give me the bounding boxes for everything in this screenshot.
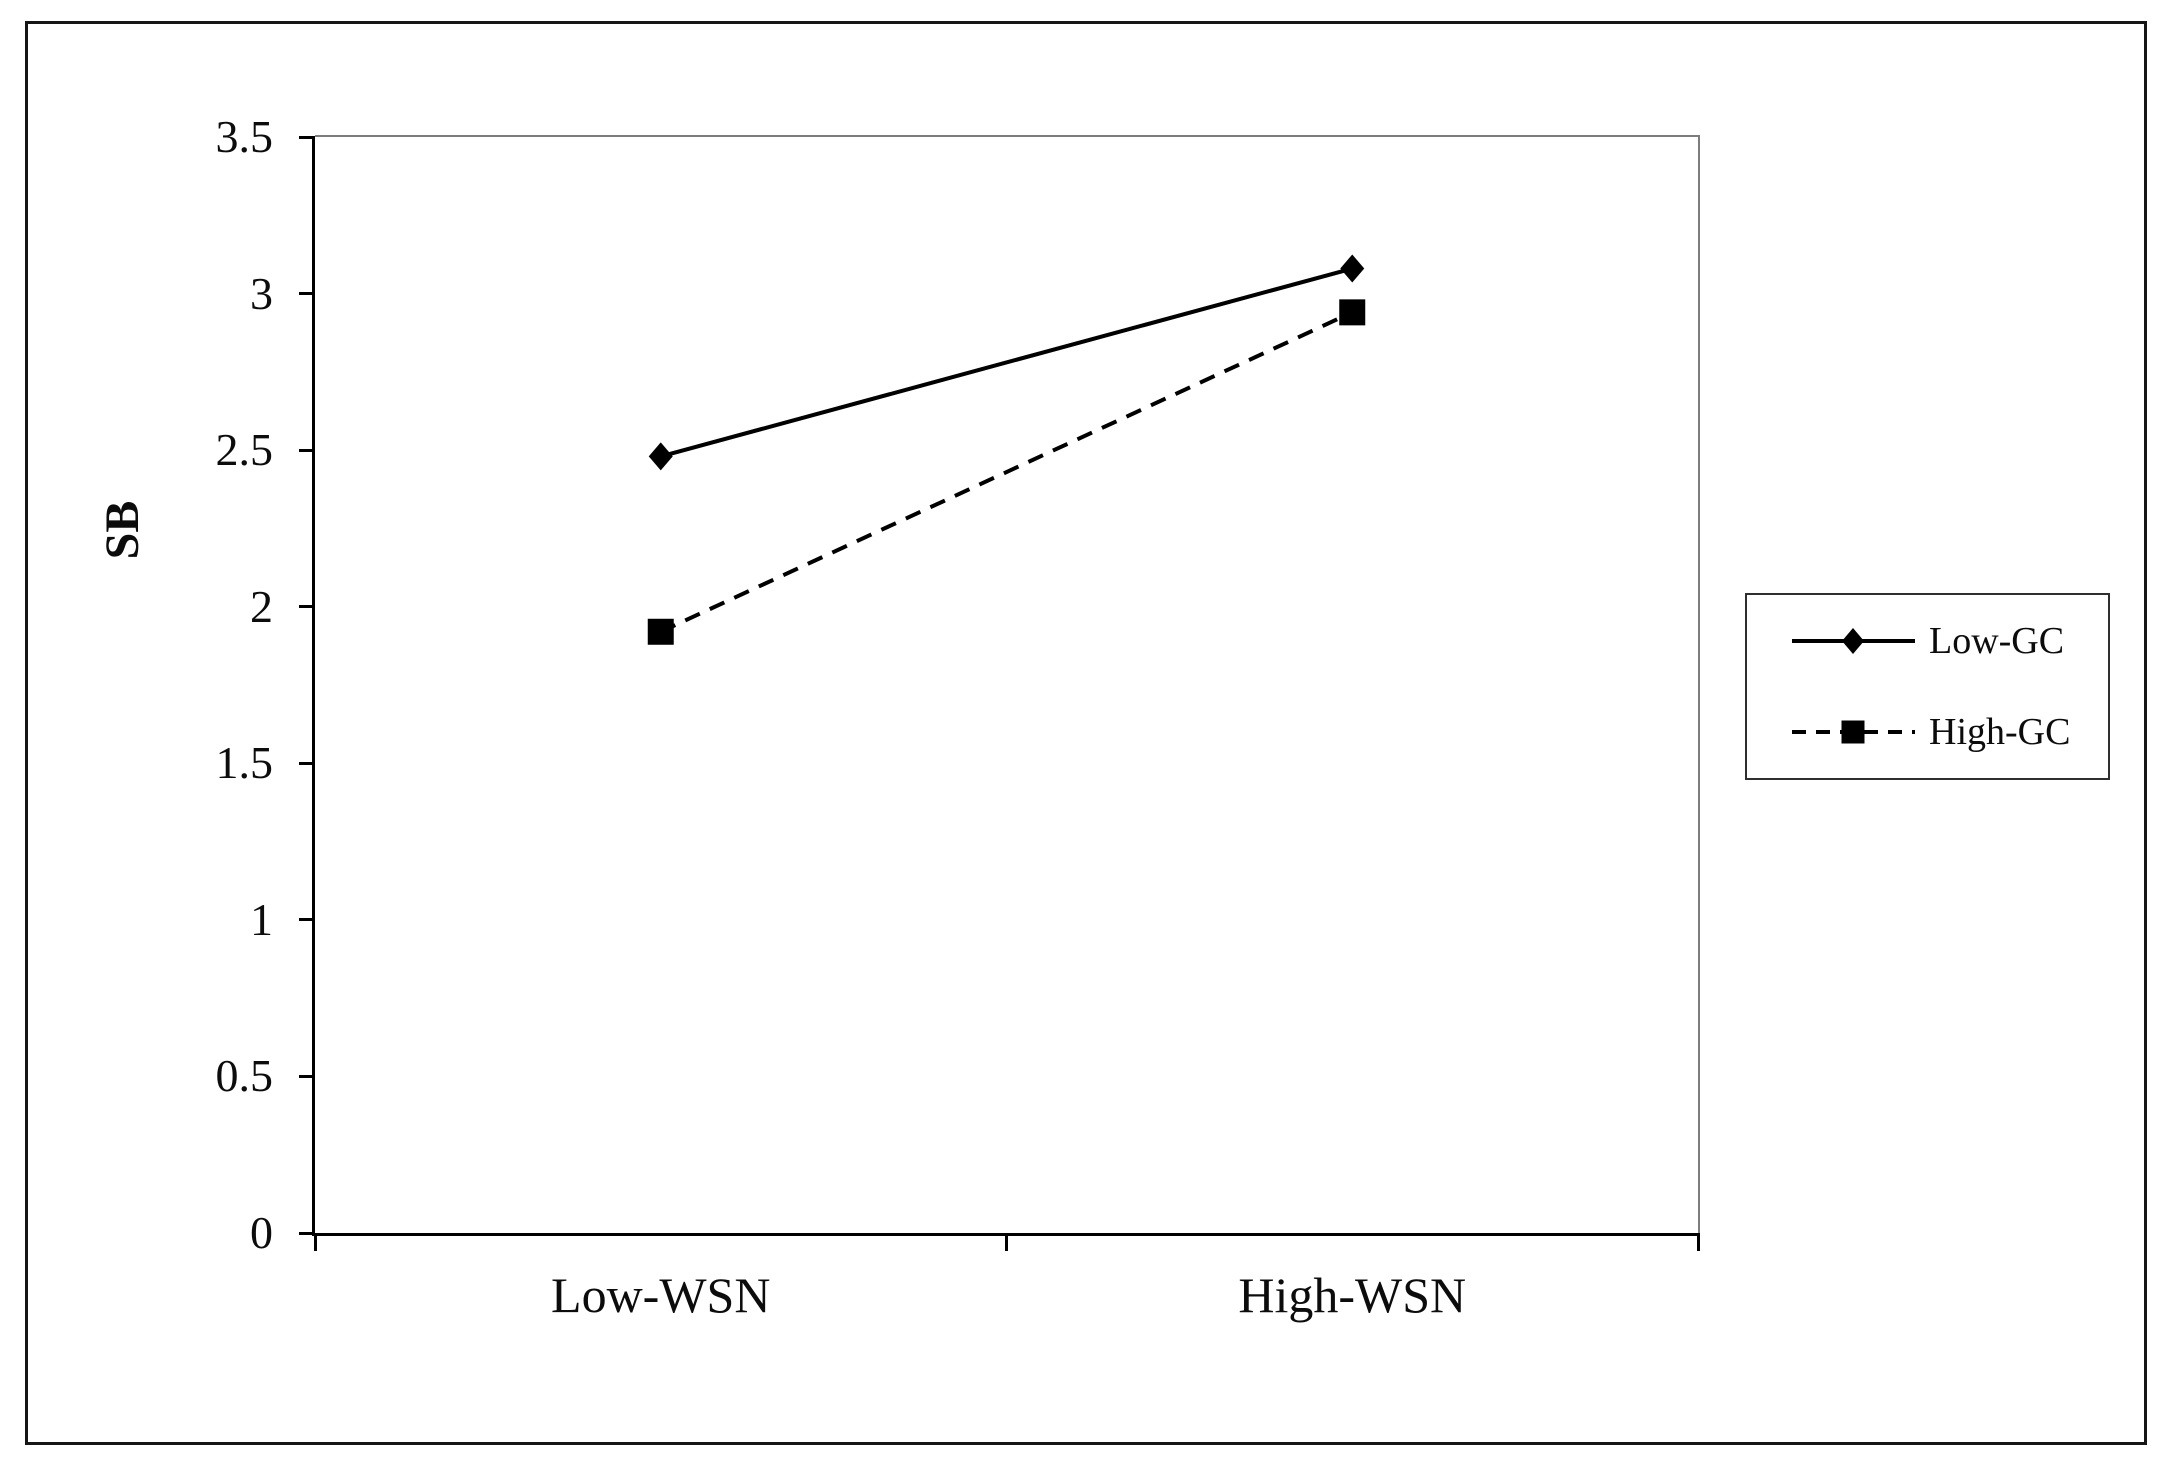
- y-axis-title: SB: [95, 500, 149, 560]
- plot-frame-right: [1698, 135, 1700, 1247]
- x-category-label: High-WSN: [1238, 1267, 1467, 1323]
- series-line-high-gc: [659, 310, 1354, 634]
- diamond-marker: [1340, 254, 1365, 283]
- plot-frame-top: [315, 135, 1700, 137]
- y-tick-mark: [299, 135, 315, 139]
- y-tick-label: 2.5: [215, 424, 274, 476]
- legend-key-diamond: [1792, 627, 1915, 654]
- x-tick-mark: [1696, 1233, 1700, 1251]
- y-tick-label: 1.5: [215, 737, 274, 789]
- y-tick-label: 3: [250, 267, 273, 319]
- square-marker: [647, 618, 674, 645]
- y-tick-mark: [299, 918, 315, 922]
- x-category-label: Low-WSN: [551, 1267, 771, 1323]
- diamond-marker: [648, 442, 673, 471]
- y-tick-label: 0.5: [215, 1050, 274, 1102]
- square-marker: [1841, 720, 1865, 744]
- y-tick-mark: [299, 448, 315, 452]
- y-axis-line: [312, 137, 315, 1236]
- legend-entry-low-gc: Low-GC: [1747, 595, 2108, 687]
- legend-box: Low-GC High-GC: [1745, 593, 2110, 780]
- legend-key-square: [1792, 720, 1915, 744]
- y-tick-label: 1: [250, 893, 273, 945]
- y-tick-mark: [299, 761, 315, 765]
- x-tick-mark: [1005, 1233, 1008, 1251]
- y-tick-label: 3.5: [215, 111, 274, 162]
- legend-label: High-GC: [1929, 711, 2071, 754]
- y-tick-label: 0: [250, 1207, 273, 1258]
- legend-entry-high-gc: High-GC: [1747, 687, 2108, 779]
- diamond-marker: [1842, 627, 1864, 654]
- y-tick-mark: [299, 1231, 315, 1235]
- square-marker: [1339, 299, 1366, 326]
- y-tick-label: 2: [250, 580, 273, 632]
- series-line-low-gc: [660, 266, 1353, 459]
- legend-label: Low-GC: [1929, 619, 2065, 662]
- x-tick-mark: [313, 1233, 317, 1251]
- y-tick-mark: [299, 1074, 315, 1078]
- y-tick-mark: [299, 605, 315, 609]
- y-tick-mark: [299, 292, 315, 296]
- figure-frame: 0 0.5 1 1.5 2 2.5 3 3.5 Low-WSN High-WSN SB Low-…: [25, 21, 2147, 1445]
- plot-area: [647, 254, 1366, 645]
